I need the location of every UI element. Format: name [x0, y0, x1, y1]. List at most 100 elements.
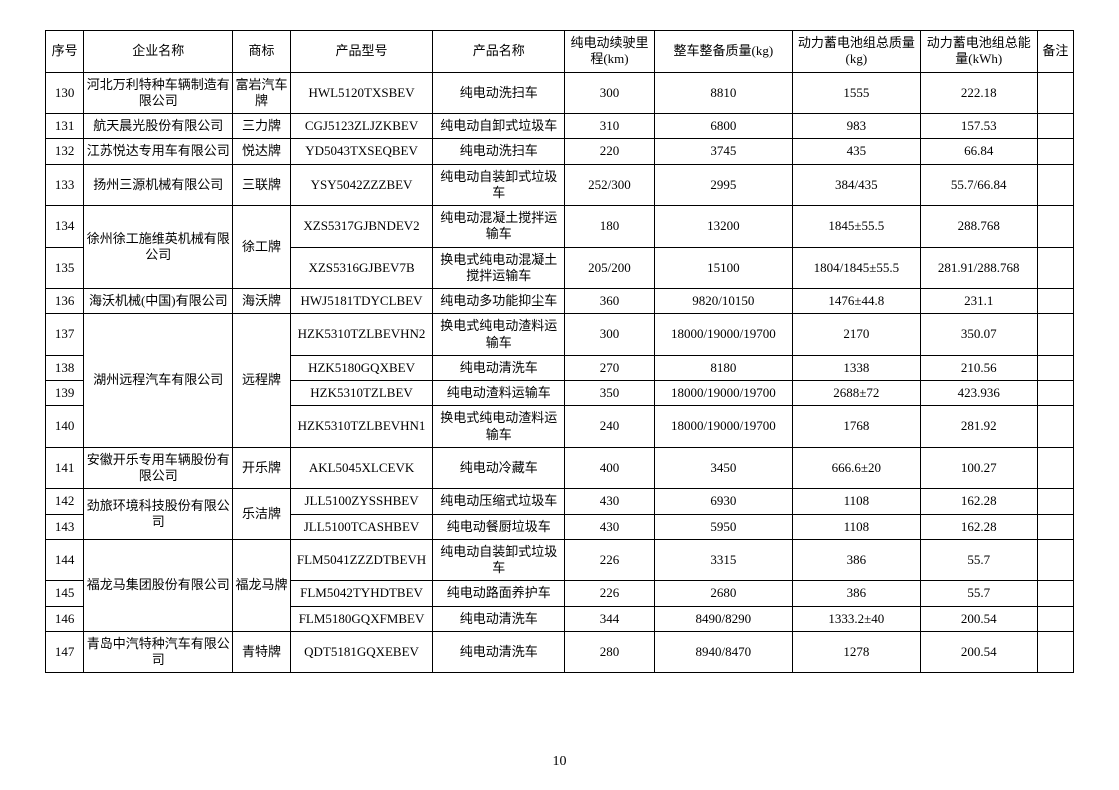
cell-bmass: 1768	[793, 406, 921, 448]
cell-range: 300	[565, 72, 654, 114]
cell-mass: 5950	[654, 514, 792, 539]
cell-bmass: 1845±55.5	[793, 206, 921, 248]
cell-model: HZK5310TZLBEV	[290, 381, 433, 406]
table-body: 130河北万利特种车辆制造有限公司富岩汽车牌HWL5120TXSBEV纯电动洗扫…	[46, 72, 1074, 673]
cell-pname: 纯电动路面养护车	[433, 581, 565, 606]
cell-note	[1037, 514, 1073, 539]
col-company: 企业名称	[84, 31, 233, 73]
cell-seq: 138	[46, 355, 84, 380]
col-range: 纯电动续驶里程(km)	[565, 31, 654, 73]
table-row: 133扬州三源机械有限公司三联牌YSY5042ZZZBEV纯电动自装卸式垃圾车2…	[46, 164, 1074, 206]
cell-energy: 350.07	[920, 314, 1037, 356]
cell-company: 青岛中汽特种汽车有限公司	[84, 631, 233, 673]
cell-pname: 纯电动餐厨垃圾车	[433, 514, 565, 539]
cell-bmass: 1278	[793, 631, 921, 673]
cell-mass: 13200	[654, 206, 792, 248]
cell-range: 360	[565, 289, 654, 314]
cell-model: JLL5100ZYSSHBEV	[290, 489, 433, 514]
cell-energy: 162.28	[920, 489, 1037, 514]
cell-model: FLM5042TYHDTBEV	[290, 581, 433, 606]
cell-range: 430	[565, 514, 654, 539]
col-bmass: 动力蓄电池组总质量(kg)	[793, 31, 921, 73]
cell-mass: 9820/10150	[654, 289, 792, 314]
col-pname: 产品名称	[433, 31, 565, 73]
cell-model: FLM5041ZZZDTBEVH	[290, 539, 433, 581]
cell-bmass: 384/435	[793, 164, 921, 206]
cell-range: 270	[565, 355, 654, 380]
cell-pname: 纯电动冷藏车	[433, 447, 565, 489]
cell-note	[1037, 289, 1073, 314]
cell-bmass: 1476±44.8	[793, 289, 921, 314]
cell-note	[1037, 247, 1073, 289]
cell-seq: 145	[46, 581, 84, 606]
cell-model: XZS5317GJBNDEV2	[290, 206, 433, 248]
cell-range: 205/200	[565, 247, 654, 289]
cell-note	[1037, 447, 1073, 489]
cell-note	[1037, 164, 1073, 206]
cell-seq: 135	[46, 247, 84, 289]
cell-energy: 200.54	[920, 631, 1037, 673]
cell-note	[1037, 139, 1073, 164]
cell-range: 300	[565, 314, 654, 356]
cell-bmass: 1108	[793, 514, 921, 539]
cell-range: 400	[565, 447, 654, 489]
cell-note	[1037, 581, 1073, 606]
cell-company: 海沃机械(中国)有限公司	[84, 289, 233, 314]
cell-pname: 纯电动洗扫车	[433, 72, 565, 114]
col-mass: 整车整备质量(kg)	[654, 31, 792, 73]
cell-mass: 18000/19000/19700	[654, 406, 792, 448]
cell-model: CGJ5123ZLJZKBEV	[290, 114, 433, 139]
cell-note	[1037, 539, 1073, 581]
cell-bmass: 1338	[793, 355, 921, 380]
cell-energy: 423.936	[920, 381, 1037, 406]
cell-brand: 海沃牌	[233, 289, 290, 314]
table-row: 147青岛中汽特种汽车有限公司青特牌QDT5181GQXEBEV纯电动清洗车28…	[46, 631, 1074, 673]
cell-range: 344	[565, 606, 654, 631]
cell-bmass: 983	[793, 114, 921, 139]
cell-mass: 3450	[654, 447, 792, 489]
cell-brand: 三力牌	[233, 114, 290, 139]
cell-range: 280	[565, 631, 654, 673]
cell-brand: 悦达牌	[233, 139, 290, 164]
cell-note	[1037, 355, 1073, 380]
cell-range: 240	[565, 406, 654, 448]
cell-energy: 100.27	[920, 447, 1037, 489]
table-row: 136海沃机械(中国)有限公司海沃牌HWJ5181TDYCLBEV纯电动多功能抑…	[46, 289, 1074, 314]
cell-model: HZK5310TZLBEVHN2	[290, 314, 433, 356]
cell-pname: 换电式纯电动混凝土搅拌运输车	[433, 247, 565, 289]
cell-note	[1037, 489, 1073, 514]
cell-model: HZK5310TZLBEVHN1	[290, 406, 433, 448]
cell-mass: 8940/8470	[654, 631, 792, 673]
cell-pname: 纯电动自装卸式垃圾车	[433, 164, 565, 206]
cell-note	[1037, 314, 1073, 356]
cell-brand: 富岩汽车牌	[233, 72, 290, 114]
cell-note	[1037, 381, 1073, 406]
cell-seq: 146	[46, 606, 84, 631]
cell-model: YD5043TXSEQBEV	[290, 139, 433, 164]
cell-bmass: 2688±72	[793, 381, 921, 406]
cell-brand: 乐洁牌	[233, 489, 290, 540]
cell-bmass: 386	[793, 581, 921, 606]
cell-energy: 210.56	[920, 355, 1037, 380]
cell-seq: 139	[46, 381, 84, 406]
cell-company: 福龙马集团股份有限公司	[84, 539, 233, 631]
cell-energy: 55.7	[920, 539, 1037, 581]
cell-company: 湖州远程汽车有限公司	[84, 314, 233, 448]
cell-bmass: 386	[793, 539, 921, 581]
cell-note	[1037, 406, 1073, 448]
cell-bmass: 2170	[793, 314, 921, 356]
table-header: 序号 企业名称 商标 产品型号 产品名称 纯电动续驶里程(km) 整车整备质量(…	[46, 31, 1074, 73]
cell-pname: 纯电动渣料运输车	[433, 381, 565, 406]
cell-bmass: 666.6±20	[793, 447, 921, 489]
cell-note	[1037, 72, 1073, 114]
cell-pname: 纯电动多功能抑尘车	[433, 289, 565, 314]
cell-bmass: 435	[793, 139, 921, 164]
page-number: 10	[0, 754, 1119, 770]
cell-energy: 288.768	[920, 206, 1037, 248]
cell-model: XZS5316GJBEV7B	[290, 247, 433, 289]
cell-bmass: 1804/1845±55.5	[793, 247, 921, 289]
cell-energy: 55.7	[920, 581, 1037, 606]
cell-model: HZK5180GQXBEV	[290, 355, 433, 380]
cell-seq: 134	[46, 206, 84, 248]
cell-range: 252/300	[565, 164, 654, 206]
